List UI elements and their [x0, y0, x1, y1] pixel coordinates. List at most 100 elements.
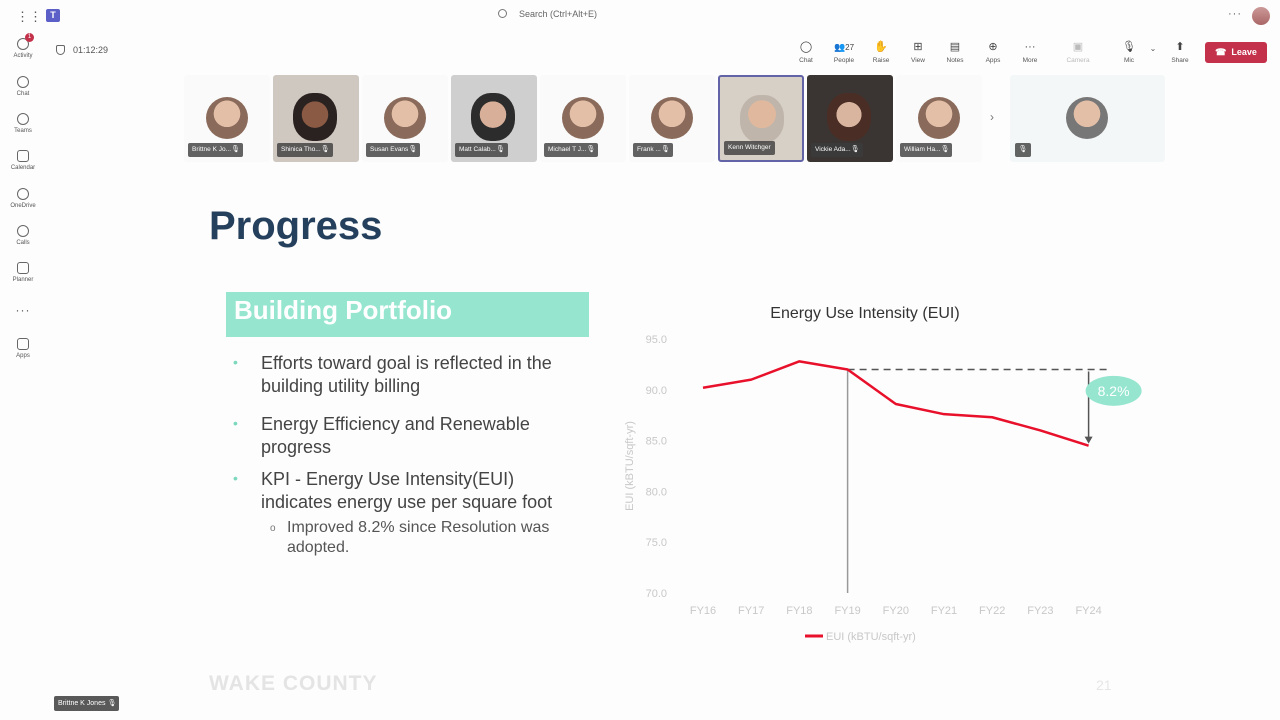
avatar — [562, 97, 604, 139]
eui-chart: Energy Use Intensity (EUI) 95.0 90.0 85.0 80… — [624, 305, 1142, 643]
hand-icon: ✋ — [874, 41, 888, 53]
legend-label: EUI (kBTU/sqft-yr) — [826, 631, 916, 643]
tool-label: Chat — [799, 57, 813, 64]
camera-button[interactable]: ▣ Camera — [1061, 40, 1095, 64]
y-tick-label: 85.0 — [646, 436, 667, 448]
rail-item-apps[interactable]: Apps — [0, 338, 46, 359]
participant-name: Brittne K Jo... 🎙 — [188, 143, 244, 157]
mic-icon: 🎙 — [320, 146, 330, 153]
avatar — [384, 97, 426, 139]
rail-item-activity[interactable]: 1 Activity — [0, 33, 46, 59]
rail-item-calls[interactable]: Calls — [0, 225, 46, 246]
y-tick-label: 80.0 — [646, 486, 667, 498]
leave-label: Leave — [1231, 47, 1257, 57]
chat-button[interactable]: ◯ Chat — [789, 40, 823, 64]
rail-item-teams[interactable]: Teams — [0, 113, 46, 134]
participant-name: Michael T J... 🎙 — [544, 143, 599, 157]
bullet-text: Energy Efficiency and Renewable progress — [261, 414, 530, 457]
share-icon: ⬆ — [1175, 41, 1185, 53]
teams-logo-icon: T — [46, 9, 60, 22]
name-text: Brittne K Jo... — [192, 146, 232, 153]
more-apps-icon[interactable]: ··· — [15, 303, 31, 317]
camera-icon: ▣ — [1072, 41, 1084, 53]
rail-item-calendar[interactable]: Calendar — [0, 150, 46, 171]
name-text: Michael T J... — [548, 146, 587, 153]
title-bar: ⋮⋮⋮ T Search (Ctrl+Alt+E) ··· — [0, 0, 1280, 32]
section-header: Building Portfolio — [226, 292, 589, 337]
participant-tile[interactable]: William Ha... 🎙 — [896, 75, 982, 162]
participant-name: Frank ... 🎙 — [633, 143, 673, 157]
people-count: 27 — [845, 43, 855, 52]
presenter-name: Brittne K Jones — [58, 700, 106, 707]
notes-button[interactable]: ▤ Notes — [938, 40, 972, 64]
mic-button[interactable]: 🎙 Mic — [1112, 40, 1146, 64]
rail-item-chat[interactable]: Chat — [0, 76, 46, 97]
chat-icon: ◯ — [799, 41, 813, 53]
participant-tile[interactable]: Michael T J... 🎙 — [540, 75, 626, 162]
teams-icon — [17, 113, 29, 125]
bullet-text: KPI - Energy Use Intensity(EUI) indicate… — [261, 469, 553, 512]
avatar[interactable] — [1252, 7, 1270, 25]
view-icon: ⊞ — [913, 41, 923, 53]
y-tick-label: 70.0 — [646, 588, 667, 600]
participant-tile[interactable]: Shinica Tho... 🎙 — [273, 75, 359, 162]
participant-name: Vickie Ada... 🎙 — [811, 143, 863, 157]
tool-label: Notes — [946, 57, 964, 64]
mic-options-chevron-icon[interactable]: ⌄ — [1149, 44, 1157, 53]
arrow-head-icon — [1084, 436, 1093, 444]
annotation-label: 8.2% — [1098, 383, 1130, 399]
sub-bullet-item: o Improved 8.2% since Resolution was adop… — [230, 518, 560, 558]
rail-item-planner[interactable]: Planner — [0, 262, 46, 283]
bullet-dot-icon: • — [233, 470, 238, 486]
cloud-icon — [17, 188, 29, 200]
timer-text: 01:12:29 — [73, 45, 109, 55]
rail-item-onedrive[interactable]: OneDrive — [0, 188, 46, 209]
rail-label: Teams — [14, 128, 32, 134]
mic-icon: 🎙 — [660, 146, 670, 153]
more-icon: ··· — [1024, 41, 1036, 53]
name-text: Frank ... — [637, 146, 661, 153]
participant-name: Susan Evans 🎙 — [366, 143, 421, 157]
notes-icon: ▤ — [949, 41, 961, 53]
participant-tile[interactable]: Vickie Ada... 🎙 — [807, 75, 893, 162]
notification-badge: 1 — [25, 33, 34, 42]
people-button[interactable]: 👥27 People — [827, 40, 861, 64]
settings-more-icon[interactable]: ··· — [1228, 8, 1242, 20]
app-launcher-icon[interactable]: ⋮⋮⋮ — [16, 9, 55, 24]
rail-label: Planner — [12, 277, 34, 283]
bullet-item: • Efforts toward goal is reflected in the… — [230, 352, 580, 398]
footer-logo: WAKE COUNTY — [209, 672, 378, 695]
tool-label: Share — [1171, 57, 1189, 64]
avatar — [1066, 97, 1108, 139]
bullet-list: • Efforts toward goal is reflected in the… — [230, 352, 580, 558]
participant-tile[interactable]: Susan Evans 🎙 — [362, 75, 448, 162]
avatar — [293, 93, 337, 141]
participant-tile[interactable]: Brittne K Jo... 🎙 — [184, 75, 270, 162]
mic-icon: 🎙 — [850, 146, 860, 153]
more-button[interactable]: ··· More — [1013, 40, 1047, 64]
search-input[interactable]: Search (Ctrl+Alt+E) — [498, 9, 597, 19]
mic-icon: 🎙 — [495, 146, 505, 153]
chevron-right-icon[interactable]: › — [990, 110, 994, 124]
leave-button[interactable]: ☎ Leave — [1205, 42, 1267, 63]
participant-name: Kenn Witchger — [724, 141, 775, 155]
tool-label: Raise — [872, 57, 890, 64]
view-button[interactable]: ⊞ View — [901, 40, 935, 64]
y-tick-label: 75.0 — [646, 537, 667, 549]
y-tick-label: 90.0 — [646, 385, 667, 397]
x-tick-label: FY16 — [690, 605, 716, 617]
participant-tile[interactable]: Matt Calab... 🎙 — [451, 75, 537, 162]
phone-hangup-icon: ☎ — [1215, 47, 1227, 57]
participant-tile-large[interactable]: 🎙 — [1010, 75, 1165, 162]
x-tick-label: FY23 — [1027, 605, 1053, 617]
apps-icon: ⊕ — [988, 41, 998, 53]
participant-tile[interactable]: Frank ... 🎙 — [629, 75, 715, 162]
participant-tile-active[interactable]: Kenn Witchger — [718, 75, 804, 162]
avatar — [651, 97, 693, 139]
x-tick-label: FY18 — [786, 605, 812, 617]
apps-button[interactable]: ⊕ Apps — [976, 40, 1010, 64]
shield-icon — [56, 45, 65, 55]
raise-hand-button[interactable]: ✋ Raise — [864, 40, 898, 64]
avatar — [206, 97, 248, 139]
share-button[interactable]: ⬆ Share — [1163, 40, 1197, 64]
